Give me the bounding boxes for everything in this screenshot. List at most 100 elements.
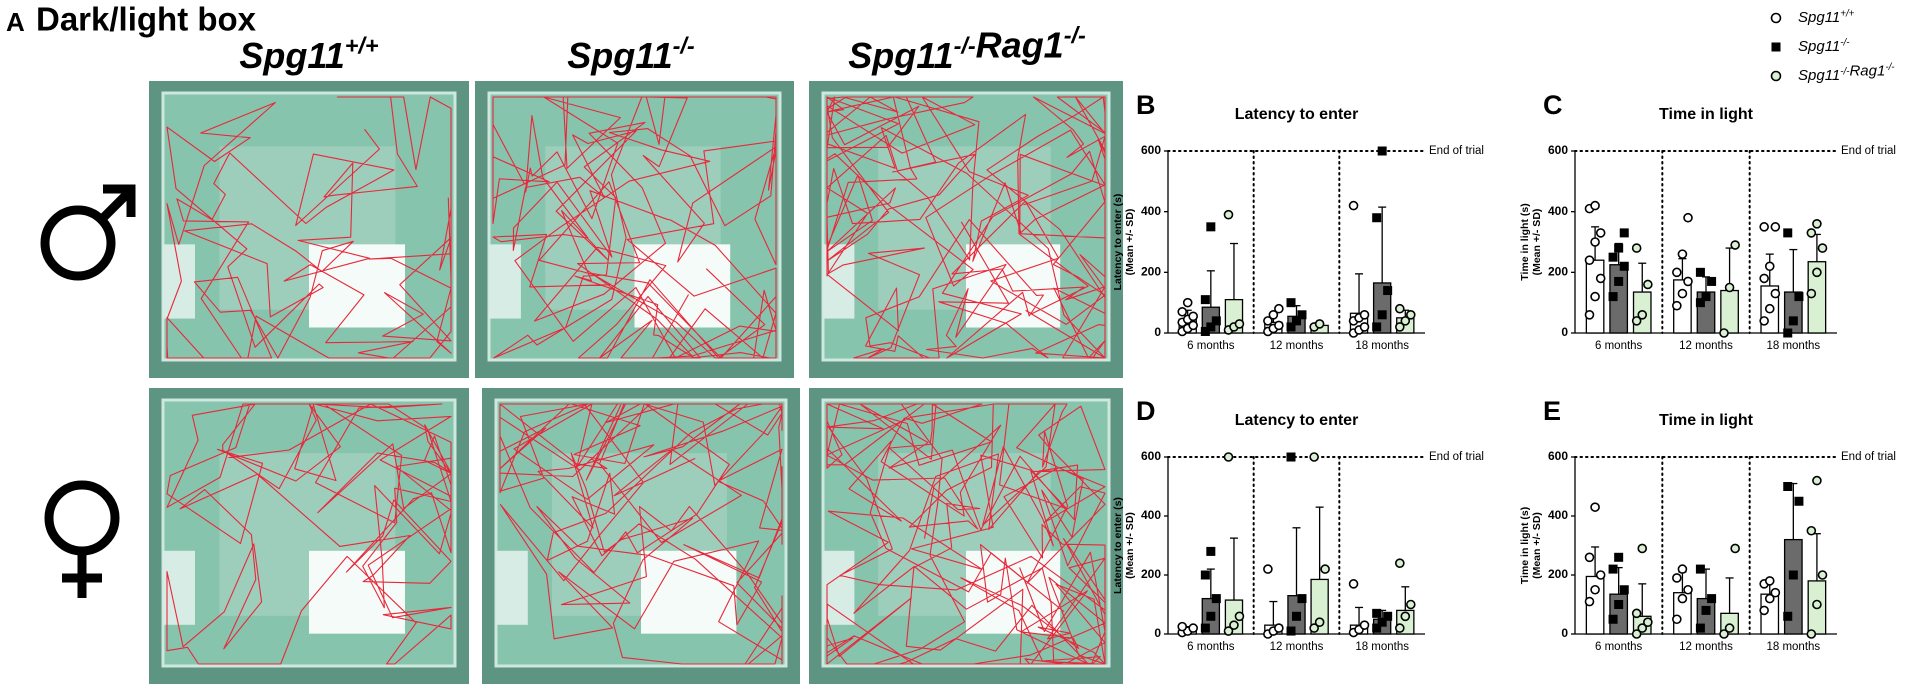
data-point xyxy=(1268,309,1279,320)
data-point xyxy=(1314,617,1325,628)
side-light xyxy=(496,550,528,625)
data-point xyxy=(1783,611,1793,621)
data-point xyxy=(1584,255,1595,266)
data-point xyxy=(1677,249,1688,259)
data-point xyxy=(1211,594,1221,604)
data-point xyxy=(1695,564,1705,574)
data-point xyxy=(1817,570,1828,580)
y-tick-label: 600 xyxy=(1141,143,1161,157)
data-point xyxy=(1806,288,1817,299)
data-point xyxy=(1200,295,1210,305)
y-tick-label: 600 xyxy=(1548,449,1568,463)
y-axis-label: Time in light (s) xyxy=(1519,203,1531,280)
y-tick-label: 400 xyxy=(1548,508,1568,522)
y-tick-label: 200 xyxy=(1141,265,1161,279)
data-point xyxy=(1188,623,1198,633)
data-point xyxy=(1229,620,1239,630)
data-point xyxy=(1348,200,1359,211)
data-point xyxy=(1223,452,1234,462)
track xyxy=(499,403,783,665)
side-light xyxy=(163,550,195,625)
data-point xyxy=(1377,146,1387,156)
data-point xyxy=(1400,316,1411,326)
x-tick-label: 12 months xyxy=(1270,641,1324,653)
chart-title: Latency to enter xyxy=(1235,412,1359,429)
legend-marker xyxy=(1770,70,1782,82)
data-point xyxy=(1730,240,1740,250)
data-point xyxy=(1595,228,1606,238)
annotation: End of trial xyxy=(1429,145,1484,157)
data-point xyxy=(1274,320,1284,331)
track xyxy=(166,403,452,665)
track xyxy=(166,96,452,359)
arena-photo xyxy=(149,388,469,684)
panel-letter: B xyxy=(1136,90,1156,120)
data-point xyxy=(1695,267,1705,277)
data-point xyxy=(1631,629,1642,639)
track xyxy=(826,96,1106,359)
data-point xyxy=(1637,309,1648,320)
data-point xyxy=(1631,608,1642,619)
data-point xyxy=(1377,617,1387,627)
data-point xyxy=(1764,576,1775,586)
data-point xyxy=(1590,502,1600,512)
data-point xyxy=(1812,267,1822,278)
genotype-header: Spg11-/- xyxy=(567,33,695,76)
data-point xyxy=(1614,276,1624,286)
data-point xyxy=(1783,328,1793,338)
data-point xyxy=(1683,212,1693,223)
data-point xyxy=(1405,599,1416,610)
data-point xyxy=(1590,200,1600,211)
panel-letter: E xyxy=(1543,396,1561,426)
panel-letter: A xyxy=(6,7,25,37)
chart-title: Time in light xyxy=(1659,106,1754,123)
data-point xyxy=(1695,298,1705,308)
annotation: End of trial xyxy=(1429,451,1484,463)
x-tick-label: 6 months xyxy=(1595,340,1643,352)
data-point xyxy=(1320,564,1330,574)
arena-photo xyxy=(475,81,794,378)
data-point xyxy=(1619,261,1629,271)
data-point xyxy=(1608,252,1618,262)
y-tick-label: 400 xyxy=(1141,204,1161,218)
data-point xyxy=(1764,303,1775,314)
y-tick-label: 0 xyxy=(1154,626,1161,640)
x-tick-label: 6 months xyxy=(1595,641,1643,653)
male-symbol xyxy=(40,184,136,281)
data-point xyxy=(1764,261,1775,272)
data-point xyxy=(1707,594,1717,604)
track xyxy=(492,96,777,359)
data-point xyxy=(1359,322,1370,332)
data-point xyxy=(1812,475,1822,486)
data-point xyxy=(1759,222,1769,232)
data-point xyxy=(1286,626,1296,636)
data-point xyxy=(1584,596,1595,607)
data-point xyxy=(1683,276,1693,287)
data-point xyxy=(1730,543,1740,554)
data-point xyxy=(1770,587,1781,598)
data-point xyxy=(1806,629,1817,639)
data-point xyxy=(1206,546,1216,556)
data-point xyxy=(1672,267,1682,278)
data-point xyxy=(1614,243,1624,253)
light-zone xyxy=(309,550,405,634)
data-point xyxy=(1372,608,1382,618)
data-point xyxy=(1677,564,1688,574)
data-point xyxy=(1806,525,1817,536)
light-zone xyxy=(966,244,1061,328)
data-point xyxy=(1177,306,1188,317)
data-point xyxy=(1806,228,1817,238)
data-point xyxy=(1309,452,1319,462)
y-tick-label: 0 xyxy=(1154,325,1161,339)
data-point xyxy=(1395,303,1405,314)
x-tick-label: 18 months xyxy=(1355,340,1409,352)
data-point xyxy=(1206,222,1216,232)
arena-photo xyxy=(809,388,1123,684)
side-light xyxy=(489,244,521,319)
data-point xyxy=(1783,228,1793,238)
data-point xyxy=(1234,319,1245,329)
data-point xyxy=(1274,623,1284,633)
x-tick-label: 6 months xyxy=(1187,641,1235,653)
data-point xyxy=(1309,623,1319,633)
data-point xyxy=(1719,328,1729,338)
